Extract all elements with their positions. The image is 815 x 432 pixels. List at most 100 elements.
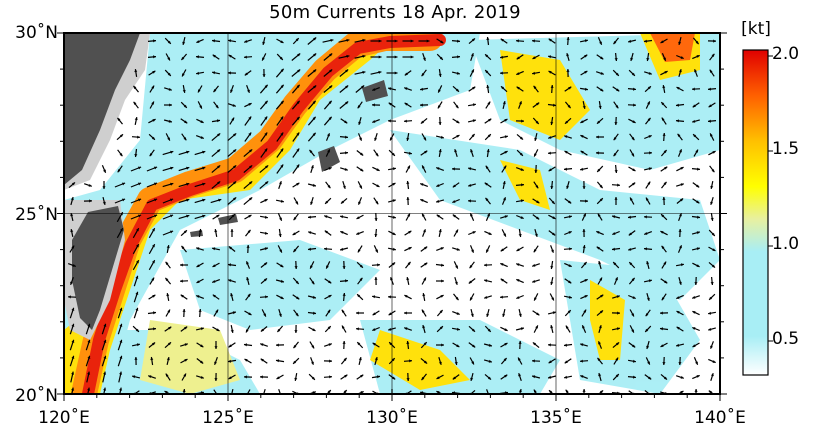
current-arrow — [499, 295, 509, 299]
current-arrow — [534, 229, 538, 237]
current-arrow — [133, 101, 139, 109]
current-arrow — [181, 133, 187, 141]
current-arrow — [548, 38, 556, 44]
current-arrow — [532, 102, 540, 108]
current-arrow — [532, 341, 540, 349]
current-arrow — [500, 374, 508, 380]
current-arrow — [292, 148, 300, 158]
current-arrow — [150, 356, 154, 366]
current-arrow — [643, 231, 653, 235]
current-arrow — [660, 101, 668, 109]
current-arrow — [259, 180, 269, 190]
current-arrow — [83, 199, 93, 203]
current-arrow — [323, 375, 333, 379]
current-arrow — [117, 307, 123, 319]
current-arrow — [131, 375, 141, 379]
current-arrow — [452, 374, 460, 380]
current-arrow — [451, 39, 461, 43]
current-arrow — [146, 198, 158, 204]
current-arrow — [147, 327, 157, 331]
current-arrow — [356, 166, 364, 172]
current-arrow — [164, 69, 172, 77]
current-arrow — [676, 166, 684, 172]
current-arrow — [259, 295, 269, 299]
current-arrow — [692, 54, 700, 60]
current-arrow — [710, 197, 714, 205]
current-arrow — [148, 259, 156, 271]
current-arrow — [70, 371, 75, 383]
current-arrow — [597, 277, 603, 285]
current-arrow — [596, 309, 604, 317]
current-arrow — [403, 359, 413, 363]
current-arrow — [356, 214, 364, 220]
current-arrow — [452, 342, 460, 348]
current-arrow — [628, 261, 636, 269]
current-arrow — [518, 101, 522, 109]
current-arrow — [117, 165, 123, 173]
current-arrow — [340, 118, 348, 124]
current-arrow — [710, 276, 714, 286]
current-arrow — [117, 355, 123, 367]
current-arrow — [485, 197, 491, 205]
current-arrow — [452, 182, 460, 188]
current-arrow — [470, 53, 474, 61]
current-arrow — [293, 341, 299, 349]
current-arrow — [564, 262, 572, 268]
current-arrow — [244, 132, 252, 142]
current-arrow — [614, 52, 618, 62]
current-arrow — [386, 71, 398, 75]
current-arrow — [708, 327, 716, 331]
current-arrow — [613, 149, 619, 157]
current-arrow — [643, 247, 653, 251]
current-arrow — [374, 212, 378, 222]
graticule — [64, 33, 720, 394]
current-arrow — [566, 181, 570, 189]
speed-patch — [140, 320, 240, 394]
current-arrow — [292, 357, 300, 365]
current-arrow — [227, 164, 237, 174]
current-arrow — [195, 327, 205, 331]
current-arrow — [69, 323, 75, 335]
current-arrow — [438, 69, 442, 77]
current-arrow — [468, 342, 476, 348]
speed-patch — [590, 280, 625, 360]
current-arrow — [596, 246, 604, 252]
current-arrow — [388, 262, 396, 268]
current-arrow — [388, 341, 396, 349]
current-arrow — [564, 135, 572, 139]
current-arrow — [469, 213, 475, 221]
current-arrow — [501, 229, 507, 237]
current-arrow — [292, 164, 300, 174]
current-arrow — [406, 340, 410, 350]
current-arrow — [566, 53, 570, 61]
colorbar-unit: [kt] — [741, 19, 771, 39]
taiwan — [72, 206, 124, 330]
current-arrow — [325, 181, 331, 189]
current-arrow — [147, 39, 157, 43]
current-arrow — [518, 373, 522, 381]
current-arrow — [245, 261, 251, 269]
current-arrow — [196, 342, 204, 348]
current-arrow — [452, 214, 460, 220]
current-arrow — [692, 374, 700, 380]
current-arrow — [612, 230, 620, 236]
current-arrow — [660, 38, 668, 44]
current-arrow — [644, 325, 652, 333]
current-arrow — [178, 214, 190, 220]
current-arrow — [691, 87, 701, 91]
current-arrow — [518, 340, 522, 350]
map-title: 50m Currents 18 Apr. 2019 — [269, 2, 521, 23]
current-arrow — [420, 357, 428, 365]
current-arrow — [323, 53, 333, 61]
current-arrow — [307, 37, 317, 45]
current-arrow — [692, 182, 700, 188]
current-arrow — [548, 197, 556, 205]
current-arrow — [211, 180, 221, 190]
current-arrow — [484, 230, 492, 236]
current-arrow — [134, 69, 138, 77]
current-arrow — [580, 278, 588, 284]
current-arrow — [598, 260, 602, 270]
current-arrow — [405, 213, 411, 221]
current-arrow — [243, 164, 253, 174]
current-arrow — [214, 356, 218, 366]
